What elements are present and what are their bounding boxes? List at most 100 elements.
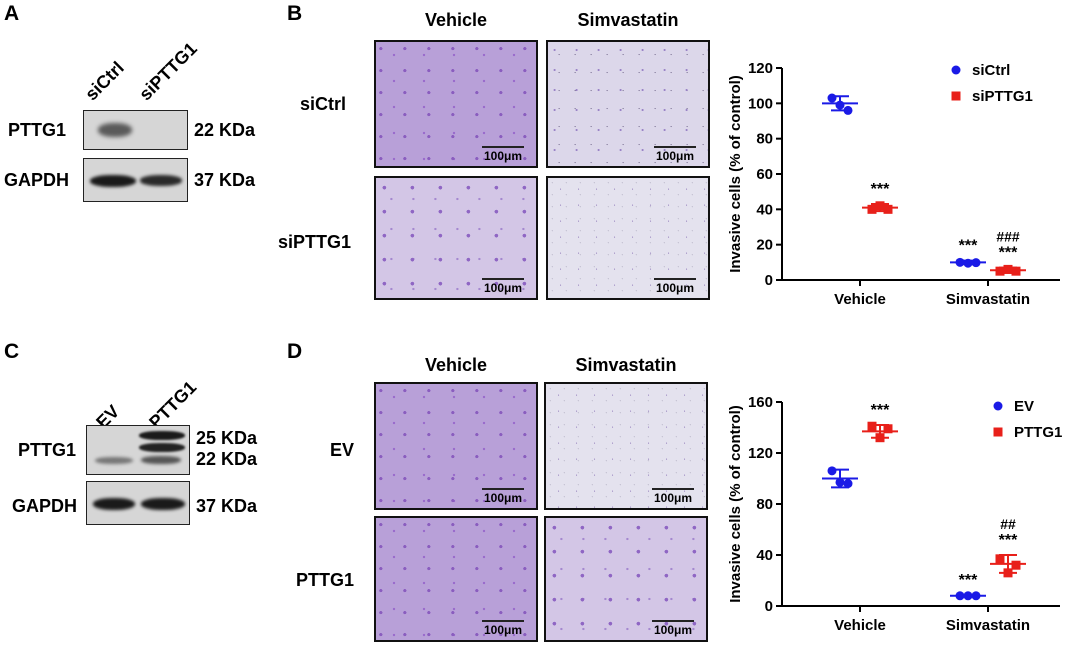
band-gapdh-pttg1 [141, 498, 185, 510]
data-point [1011, 266, 1021, 276]
blot-gapdh-a [83, 158, 188, 202]
y-tick-label: 0 [765, 598, 773, 615]
significance-label: *** [999, 245, 1018, 262]
significance-label: *** [959, 572, 978, 589]
legend-marker [951, 91, 961, 101]
band-gapdh-sictrl [90, 175, 136, 187]
size-label-37kda-a: 37 KDa [194, 170, 256, 190]
data-point [955, 257, 965, 267]
y-tick-label: 20 [756, 237, 773, 254]
y-tick-label: 100 [748, 95, 773, 112]
data-point [835, 100, 845, 110]
legend-marker [951, 65, 961, 75]
data-point [1003, 568, 1013, 578]
data-point [883, 204, 893, 214]
data-point [1011, 560, 1021, 570]
x-tick-label: Simvastatin [946, 291, 1030, 308]
scale-bar: 100μm [468, 620, 536, 637]
lane-label-sipttg1: siPTTG1 [135, 38, 201, 105]
scale-bar: 100μm [638, 488, 706, 505]
band-pttg1-overexp-upper [139, 431, 185, 440]
y-axis-label: Invasive cells (% of control) [727, 75, 744, 273]
data-point [971, 591, 981, 601]
micrograph-sipttg1-simvastatin: 100μm [546, 176, 710, 300]
scale-bar: 100μm [468, 488, 536, 505]
data-point [995, 266, 1005, 276]
significance-label: *** [871, 402, 890, 419]
row-header-sictrl-b: siCtrl [300, 94, 347, 114]
y-axis-label: Invasive cells (% of control) [727, 405, 744, 603]
y-tick-label: 120 [748, 60, 773, 77]
legend-label: siPTTG1 [972, 88, 1033, 105]
data-point [867, 204, 877, 214]
significance-label-hash: ### [996, 229, 1020, 245]
data-point [963, 258, 973, 268]
x-tick-label: Simvastatin [946, 617, 1030, 634]
legend-label: PTTG1 [1014, 424, 1062, 441]
data-point [827, 93, 837, 103]
protein-label-pttg1-a: PTTG1 [8, 120, 67, 140]
band-pttg1-overexp-middle [139, 443, 185, 452]
row-header-pttg1-d: PTTG1 [296, 570, 355, 590]
data-point [843, 105, 853, 115]
micrograph-pttg1-vehicle: 100μm [374, 516, 538, 642]
protein-label-gapdh-a: GAPDH [4, 170, 70, 190]
column-header-vehicle-d: Vehicle [424, 355, 488, 375]
band-gapdh-sipttg1 [140, 175, 182, 186]
legend-marker [993, 427, 1003, 437]
y-tick-label: 0 [765, 272, 773, 289]
micrograph-pttg1-simvastatin: 100μm [544, 516, 708, 642]
data-point [995, 554, 1005, 564]
scale-bar: 100μm [640, 146, 708, 163]
scale-bar: 100μm [638, 620, 706, 637]
band-pttg1-overexp-lower [141, 456, 181, 464]
row-header-sipttg1-b: siPTTG1 [278, 232, 352, 252]
column-header-vehicle-b: Vehicle [424, 10, 488, 30]
y-tick-label: 80 [756, 496, 773, 513]
significance-label: *** [871, 181, 890, 198]
blot-pttg1-a [83, 110, 188, 150]
y-tick-label: 120 [748, 445, 773, 462]
protein-label-pttg1-c: PTTG1 [18, 440, 77, 460]
panel-label-b: B [287, 2, 303, 25]
band-pttg1-sictrl [98, 123, 132, 137]
column-header-simvastatin-d: Simvastatin [575, 355, 677, 375]
micrograph-ev-vehicle: 100μm [374, 382, 538, 510]
blot-gapdh-c [86, 481, 190, 525]
x-tick-label: Vehicle [834, 617, 886, 634]
data-point [883, 424, 893, 434]
size-label-22kda-c: 22 KDa [196, 449, 258, 469]
y-tick-label: 160 [748, 394, 773, 411]
legend-marker [993, 401, 1003, 411]
y-tick-label: 40 [756, 201, 773, 218]
blot-pttg1-c [86, 425, 190, 475]
data-point [843, 479, 853, 489]
lane-label-sictrl: siCtrl [81, 57, 128, 105]
data-point [1003, 264, 1013, 274]
y-tick-label: 60 [756, 166, 773, 183]
data-point [955, 591, 965, 601]
row-header-ev-d: EV [330, 440, 355, 460]
panel-label-d: D [287, 340, 303, 363]
legend-label: siCtrl [972, 62, 1010, 79]
data-point [827, 466, 837, 476]
micrograph-sipttg1-vehicle: 100μm [374, 176, 538, 300]
y-tick-label: 80 [756, 131, 773, 148]
micrograph-sictrl-vehicle: 100μm [374, 40, 538, 168]
data-point [875, 433, 885, 443]
scale-bar: 100μm [468, 146, 536, 163]
panel-label-c: C [4, 340, 20, 363]
data-point [835, 477, 845, 487]
legend-label: EV [1014, 398, 1034, 415]
size-label-37kda-c: 37 KDa [196, 496, 258, 516]
data-point [963, 591, 973, 601]
panel-label-a: A [4, 2, 20, 25]
x-tick-label: Vehicle [834, 291, 886, 308]
band-pttg1-ev [95, 457, 133, 464]
micrograph-ev-simvastatin: 100μm [544, 382, 708, 510]
band-gapdh-ev [93, 498, 135, 510]
scale-bar: 100μm [640, 278, 708, 295]
significance-label: *** [999, 532, 1018, 549]
